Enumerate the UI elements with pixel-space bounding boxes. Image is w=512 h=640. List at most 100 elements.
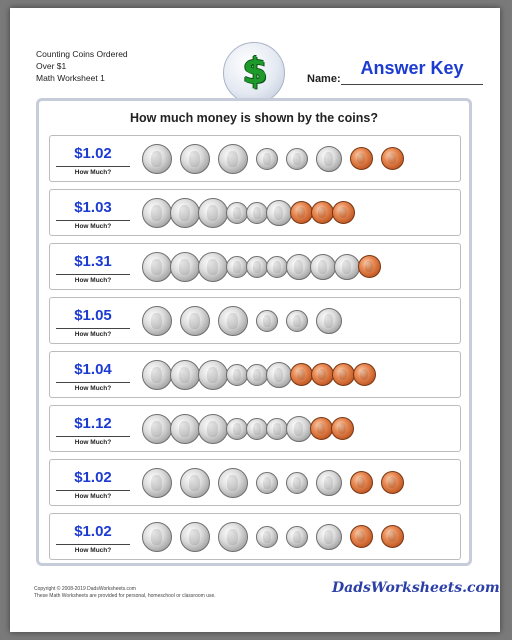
usage-text: These Math Worksheets are provided for p…	[34, 593, 216, 599]
coin-face-icon	[233, 261, 241, 273]
copyright-text: Copyright © 2008-2019 DadsWorksheets.com	[34, 586, 136, 592]
quarter-coin-icon	[170, 414, 200, 444]
coin-face-icon	[293, 315, 301, 327]
coin-face-icon	[179, 259, 191, 275]
quarter-coin-icon	[142, 468, 172, 498]
answer-amount: $1.03	[74, 199, 112, 216]
name-label: Name:	[307, 73, 341, 85]
coin-face-icon	[293, 153, 301, 165]
problem-row: $1.04 How Much?	[49, 351, 461, 398]
nickel-coin-icon	[266, 200, 292, 226]
how-much-label: How Much?	[74, 439, 112, 446]
penny-coin-icon	[331, 417, 354, 440]
penny-coin-icon	[332, 363, 355, 386]
answer-amount: $1.02	[74, 145, 112, 162]
quarter-coin-icon	[142, 306, 172, 336]
dime-coin-icon	[286, 472, 308, 494]
quarter-coin-icon	[180, 306, 210, 336]
quarter-coin-icon	[170, 360, 200, 390]
dime-coin-icon	[256, 310, 278, 332]
coin-group	[140, 190, 456, 235]
quarter-coin-icon	[198, 252, 228, 282]
penny-coin-icon	[332, 201, 355, 224]
title-line-1: Counting Coins Ordered	[36, 49, 128, 59]
coin-face-icon	[253, 423, 261, 435]
quarter-coin-icon	[142, 522, 172, 552]
answer-amount: $1.04	[74, 361, 112, 378]
penny-coin-icon	[311, 201, 334, 224]
how-much-label: How Much?	[74, 223, 112, 230]
penny-coin-icon	[358, 255, 381, 278]
coin-face-icon	[273, 423, 281, 435]
coin-face-icon	[233, 423, 241, 435]
coin-face-icon	[388, 530, 397, 543]
coin-face-icon	[253, 207, 261, 219]
coin-group	[140, 136, 456, 181]
coin-face-icon	[274, 206, 284, 220]
nickel-coin-icon	[310, 254, 336, 280]
dime-coin-icon	[266, 418, 288, 440]
coin-group	[140, 406, 456, 451]
penny-coin-icon	[310, 417, 333, 440]
coin-face-icon	[388, 476, 397, 489]
quarter-coin-icon	[142, 144, 172, 174]
coin-face-icon	[263, 153, 271, 165]
name-line	[341, 84, 483, 85]
coin-face-icon	[293, 477, 301, 489]
worksheet-page: Counting Coins Ordered Over $1 Math Work…	[10, 8, 500, 632]
penny-coin-icon	[311, 363, 334, 386]
coin-face-icon	[233, 369, 241, 381]
coin-face-icon	[179, 367, 191, 383]
coin-face-icon	[233, 207, 241, 219]
problem-row: $1.02 How Much?	[49, 459, 461, 506]
dime-coin-icon	[226, 256, 248, 278]
nickel-coin-icon	[316, 308, 342, 334]
quarter-coin-icon	[142, 414, 172, 444]
coin-face-icon	[179, 205, 191, 221]
coin-group	[140, 514, 456, 559]
quarter-coin-icon	[142, 252, 172, 282]
coin-face-icon	[189, 475, 201, 491]
answer-line	[56, 382, 130, 383]
coin-face-icon	[339, 206, 348, 219]
answer-line	[56, 490, 130, 491]
coin-face-icon	[207, 421, 219, 437]
quarter-coin-icon	[142, 360, 172, 390]
how-much-label: How Much?	[74, 277, 112, 284]
nickel-coin-icon	[316, 146, 342, 172]
coin-face-icon	[189, 151, 201, 167]
coin-face-icon	[324, 152, 334, 166]
nickel-coin-icon	[334, 254, 360, 280]
coin-face-icon	[317, 422, 326, 435]
penny-coin-icon	[381, 525, 404, 548]
penny-coin-icon	[381, 147, 404, 170]
quarter-coin-icon	[198, 198, 228, 228]
quarter-coin-icon	[218, 144, 248, 174]
coin-face-icon	[338, 422, 347, 435]
coin-face-icon	[294, 422, 304, 436]
answer-line	[56, 328, 130, 329]
problem-row: $1.03 How Much?	[49, 189, 461, 236]
quarter-coin-icon	[218, 306, 248, 336]
title-line-2: Over $1	[36, 61, 67, 71]
answer-line	[56, 436, 130, 437]
coin-face-icon	[324, 476, 334, 490]
coin-face-icon	[227, 529, 239, 545]
answer-line	[56, 166, 130, 167]
coin-group	[140, 244, 456, 289]
dime-coin-icon	[246, 256, 268, 278]
answer-key-text: Answer Key	[360, 58, 464, 78]
answer-amount: $1.02	[74, 523, 112, 540]
coin-face-icon	[151, 205, 163, 221]
coin-face-icon	[253, 261, 261, 273]
penny-coin-icon	[350, 471, 373, 494]
quarter-coin-icon	[198, 414, 228, 444]
coin-group	[140, 298, 456, 343]
dime-coin-icon	[256, 148, 278, 170]
coin-face-icon	[151, 367, 163, 383]
quarter-coin-icon	[170, 198, 200, 228]
coin-face-icon	[151, 421, 163, 437]
dime-coin-icon	[246, 202, 268, 224]
penny-coin-icon	[350, 147, 373, 170]
penny-coin-icon	[353, 363, 376, 386]
